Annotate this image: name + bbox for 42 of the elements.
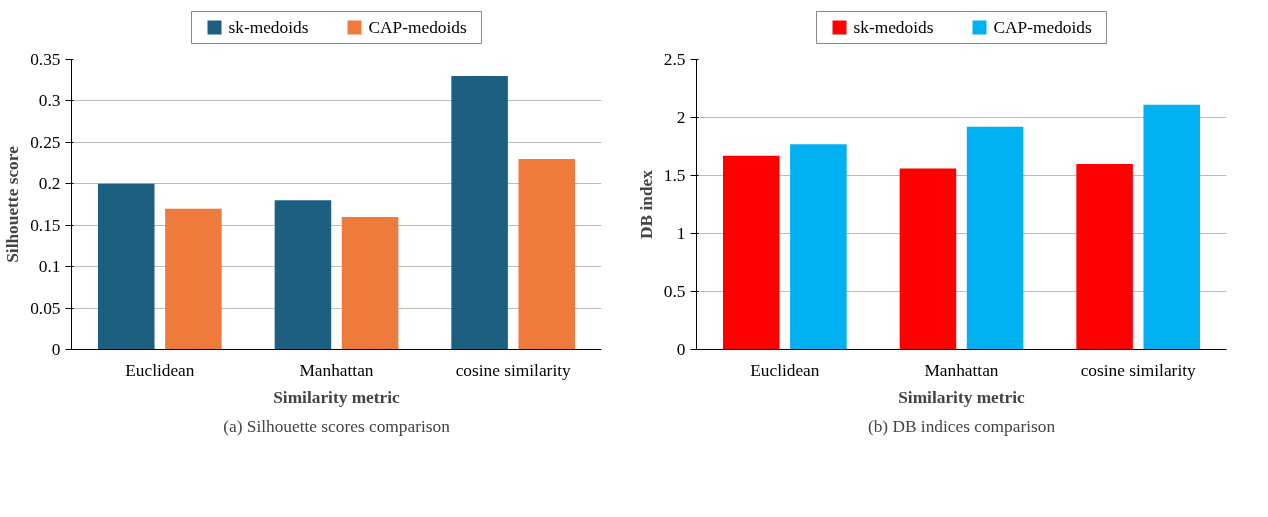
bar [723, 155, 780, 350]
x-tick-label: Euclidean [125, 360, 195, 380]
legend-label: CAP-medoids [368, 18, 467, 37]
bar [790, 144, 847, 350]
y-axis-title: DB index [636, 169, 656, 239]
x-axis-title: Similarity metric [898, 387, 1026, 407]
y-tick-label: 1 [676, 224, 686, 243]
y-tick-label: 0 [676, 340, 686, 359]
y-tick-label: 0.25 [30, 132, 61, 152]
x-axis-title: Similarity metric [273, 387, 401, 407]
x-tick-label: cosine similarity [455, 360, 572, 380]
x-tick-label: Manhattan [924, 360, 999, 380]
y-tick-label: 1.5 [663, 166, 686, 185]
x-tick-label: Euclidean [750, 360, 820, 380]
y-tick-label: 0.5 [663, 282, 686, 301]
x-tick-label: Manhattan [299, 360, 374, 380]
bar [165, 208, 222, 350]
bar [1076, 163, 1133, 350]
y-tick-label: 0.1 [38, 257, 61, 277]
bar [274, 200, 332, 350]
bar [341, 216, 399, 350]
y-tick-label: 0 [51, 340, 61, 359]
bar [451, 76, 508, 350]
text: (b) DB indices comparison [867, 416, 1056, 436]
bar [899, 168, 957, 350]
bar [98, 183, 155, 350]
y-tick-label: 0.05 [30, 298, 61, 318]
y-tick-label: 2 [676, 108, 686, 127]
text: (a) Silhouette scores comparison [223, 416, 451, 436]
legend-label: CAP-medoids [993, 18, 1092, 37]
legend-label: sk-medoids [853, 18, 934, 37]
y-axis-title: Silhouette score [3, 145, 23, 263]
y-tick-label: 0.2 [38, 174, 61, 194]
bar [1143, 104, 1200, 350]
y-tick-label: 0.15 [30, 215, 61, 235]
bar [966, 126, 1024, 350]
y-tick-label: 2.5 [663, 50, 686, 69]
legend-label: sk-medoids [228, 18, 309, 37]
bar [518, 158, 575, 350]
y-tick-label: 0.35 [30, 50, 61, 69]
x-tick-label: cosine similarity [1080, 360, 1197, 380]
y-tick-label: 0.3 [38, 91, 61, 111]
